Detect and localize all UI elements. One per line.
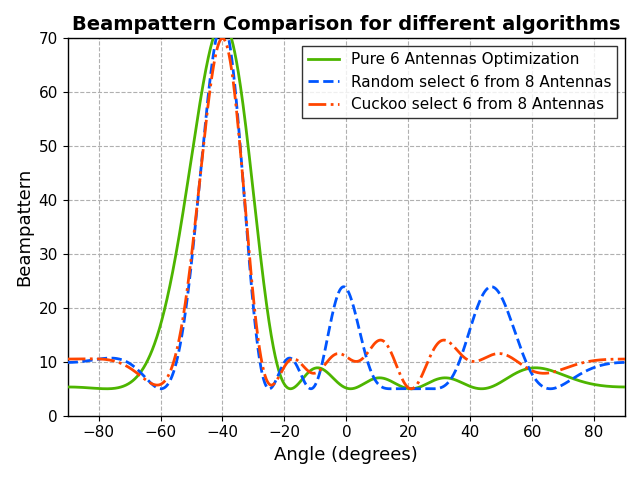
Cuckoo select 6 from 8 Antennas bbox=[273, 378, 280, 384]
Line: Random select 6 from 8 Antennas: Random select 6 from 8 Antennas bbox=[68, 22, 625, 389]
Pure 6 Antennas Optimization bbox=[445, 375, 452, 381]
Random select 6 from 8 Antennas bbox=[157, 386, 164, 392]
Random select 6 from 8 Antennas bbox=[96, 356, 104, 362]
Pure 6 Antennas Optimization bbox=[183, 186, 191, 192]
Pure 6 Antennas Optimization bbox=[294, 381, 302, 387]
Cuckoo select 6 from 8 Antennas bbox=[408, 386, 415, 392]
Line: Pure 6 Antennas Optimization: Pure 6 Antennas Optimization bbox=[68, 22, 625, 389]
Random select 6 from 8 Antennas bbox=[292, 361, 300, 366]
Pure 6 Antennas Optimization bbox=[292, 384, 300, 389]
Cuckoo select 6 from 8 Antennas bbox=[219, 35, 227, 41]
Cuckoo select 6 from 8 Antennas bbox=[64, 356, 72, 362]
Cuckoo select 6 from 8 Antennas bbox=[292, 356, 300, 362]
Cuckoo select 6 from 8 Antennas bbox=[294, 358, 302, 364]
Pure 6 Antennas Optimization bbox=[219, 19, 227, 25]
Pure 6 Antennas Optimization bbox=[273, 359, 280, 365]
Cuckoo select 6 from 8 Antennas bbox=[183, 291, 191, 297]
Random select 6 from 8 Antennas bbox=[445, 379, 452, 385]
Random select 6 from 8 Antennas bbox=[273, 376, 280, 381]
Random select 6 from 8 Antennas bbox=[219, 19, 227, 25]
X-axis label: Angle (degrees): Angle (degrees) bbox=[275, 446, 418, 464]
Title: Beampattern Comparison for different algorithms: Beampattern Comparison for different alg… bbox=[72, 15, 621, 34]
Random select 6 from 8 Antennas bbox=[183, 298, 191, 304]
Random select 6 from 8 Antennas bbox=[294, 366, 302, 372]
Random select 6 from 8 Antennas bbox=[621, 360, 629, 365]
Pure 6 Antennas Optimization bbox=[96, 386, 104, 391]
Cuckoo select 6 from 8 Antennas bbox=[621, 356, 629, 362]
Pure 6 Antennas Optimization bbox=[477, 386, 485, 392]
Random select 6 from 8 Antennas bbox=[64, 360, 72, 365]
Pure 6 Antennas Optimization bbox=[621, 384, 629, 390]
Legend: Pure 6 Antennas Optimization, Random select 6 from 8 Antennas, Cuckoo select 6 f: Pure 6 Antennas Optimization, Random sel… bbox=[302, 46, 618, 118]
Pure 6 Antennas Optimization bbox=[64, 384, 72, 390]
Cuckoo select 6 from 8 Antennas bbox=[96, 356, 104, 362]
Y-axis label: Beampattern: Beampattern bbox=[15, 168, 33, 286]
Line: Cuckoo select 6 from 8 Antennas: Cuckoo select 6 from 8 Antennas bbox=[68, 38, 625, 389]
Cuckoo select 6 from 8 Antennas bbox=[445, 339, 452, 345]
